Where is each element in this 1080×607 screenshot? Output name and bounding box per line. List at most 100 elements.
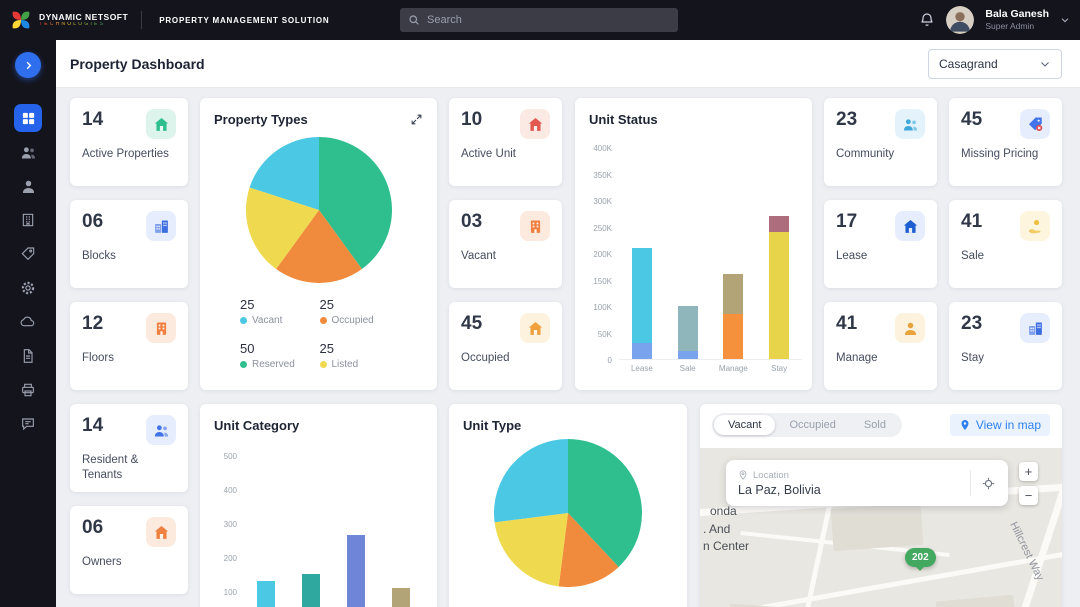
zoom-out-button[interactable]: − [1019, 486, 1038, 505]
sidebar-item-document[interactable] [14, 342, 42, 370]
view-in-map-label: View in map [975, 418, 1041, 432]
map-tab-sold[interactable]: Sold [863, 419, 886, 431]
search-icon [408, 14, 420, 26]
sidebar-toggle-button[interactable] [15, 52, 41, 78]
brand-tagline: TECHNOLOGIES [39, 21, 128, 28]
people-icon [146, 415, 176, 445]
sidebar-item-chat[interactable] [14, 410, 42, 438]
stat-card-residents-tenants: 14 Resident & Tenants [70, 404, 188, 492]
stat-card-stay: 23 Stay [949, 302, 1062, 390]
hand-coin-icon [1020, 211, 1050, 241]
map-location-search[interactable]: Location La Paz, Bolivia [726, 460, 1008, 506]
map-pin-icon [959, 419, 971, 431]
sidebar-nav [14, 104, 42, 438]
map-tab-vacant[interactable]: Vacant [714, 415, 776, 435]
buildings-icon [1020, 313, 1050, 343]
product-name: PROPERTY MANAGEMENT SOLUTION [159, 15, 330, 25]
card-title: Unit Status [589, 112, 658, 127]
unit-type-pie-chart [449, 439, 687, 587]
project-selector[interactable]: Casagrand [928, 48, 1062, 79]
brand: DYNAMIC NETSOFT TECHNOLOGIES PROPERTY MA… [0, 9, 329, 31]
zoom-in-button[interactable]: + [1019, 462, 1038, 481]
map-place-label: . And [703, 522, 731, 536]
stat-card-manage: 41 Manage [824, 302, 937, 390]
tag-x-icon [1020, 109, 1050, 139]
sidebar-item-user[interactable] [14, 172, 42, 200]
notification-bell-icon[interactable] [919, 12, 935, 28]
stat-value: 10 [461, 109, 483, 130]
stat-label: Lease [836, 250, 868, 262]
user-role: Super Admin [985, 21, 1035, 32]
map-tab-occupied[interactable]: Occupied [789, 419, 836, 431]
view-in-map-button[interactable]: View in map [949, 414, 1050, 436]
unit-status-bar-chart: 400K 350K 300K 250K 200K 150K 100K 50K 0 Lease Sal… [587, 144, 802, 373]
avatar[interactable] [946, 6, 975, 34]
legend-item: 25 Listed [319, 341, 359, 370]
user-menu-chevron-icon[interactable] [1060, 15, 1070, 25]
property-types-legend: 25 Vacant 25 Occupied 50 Reserved 25 Listed [240, 297, 399, 370]
chevron-down-icon [1041, 61, 1049, 67]
stat-label: Community [836, 148, 895, 160]
locate-crosshair-icon[interactable] [970, 470, 996, 496]
stat-card-lease: 17 Lease [824, 200, 937, 288]
stat-value: 41 [836, 313, 858, 334]
stat-value: 23 [836, 109, 858, 130]
house-icon [146, 109, 176, 139]
stat-value: 45 [961, 109, 983, 130]
user-info: Bala Ganesh Super Admin [985, 8, 1049, 32]
global-search[interactable] [400, 8, 678, 32]
stat-label: Resident & Tenants [82, 454, 139, 481]
stat-card-occupied: 45 Occupied [449, 302, 562, 390]
location-value: La Paz, Bolivia [738, 482, 821, 497]
stat-label: Active Properties [82, 148, 169, 160]
map-place-label: n Center [703, 539, 750, 553]
map[interactable]: onda . And n Center Hillcrest Way Locati… [700, 448, 1062, 607]
project-selector-value: Casagrand [939, 56, 998, 71]
search-input[interactable] [427, 14, 670, 26]
stat-value: 45 [461, 313, 483, 334]
stat-value: 06 [82, 211, 104, 232]
stat-label: Missing Pricing [961, 148, 1039, 160]
sidebar-item-tag[interactable] [14, 240, 42, 268]
stat-card-community: 23 Community [824, 98, 937, 186]
legend-item: 50 Reserved [240, 341, 295, 370]
location-label: Location [753, 469, 789, 481]
map-marker[interactable]: 202 [905, 548, 936, 571]
house-icon [520, 313, 550, 343]
dashboard-main: 14 Active Properties 06 Blocks 12 Floors… [56, 88, 1080, 607]
sidebar-item-printer[interactable] [14, 376, 42, 404]
card-title: Property Types [214, 112, 308, 127]
stat-value: 41 [961, 211, 983, 232]
unit-status-card: Unit Status 400K 350K 300K 250K 200K 150K 100K… [575, 98, 812, 390]
user-name: Bala Ganesh [985, 8, 1049, 21]
stat-label: Occupied [461, 352, 510, 364]
topbar: DYNAMIC NETSOFT TECHNOLOGIES PROPERTY MA… [0, 0, 1080, 40]
stat-value: 23 [961, 313, 983, 334]
map-place-label: onda [710, 504, 737, 518]
divider [141, 11, 143, 29]
card-title: Unit Category [214, 418, 300, 433]
sidebar-item-users-group[interactable] [14, 138, 42, 166]
stat-label: Active Unit [461, 148, 516, 160]
sidebar [0, 40, 56, 607]
house-icon [146, 517, 176, 547]
legend-item: 25 Vacant [240, 297, 283, 326]
stat-card-floors: 12 Floors [70, 302, 188, 390]
sidebar-item-cloud[interactable] [14, 308, 42, 336]
house-icon [895, 211, 925, 241]
stat-value: 03 [461, 211, 483, 232]
stat-card-blocks: 06 Blocks [70, 200, 188, 288]
property-types-card: Property Types 25 Vacant 25 Occupied 50 Re… [200, 98, 437, 390]
location-pin-icon [738, 470, 748, 480]
sidebar-item-dashboard[interactable] [14, 104, 42, 132]
stat-label: Stay [961, 352, 985, 364]
expand-icon[interactable] [410, 113, 423, 126]
sidebar-item-building[interactable] [14, 206, 42, 234]
stat-value: 14 [82, 415, 104, 436]
buildings-icon [146, 211, 176, 241]
person-icon [895, 313, 925, 343]
map-card: Vacant Occupied Sold View in map onda . An… [700, 404, 1062, 607]
stat-label: Blocks [82, 250, 116, 262]
stat-card-owners: 06 Owners [70, 506, 188, 594]
sidebar-item-gear[interactable] [14, 274, 42, 302]
